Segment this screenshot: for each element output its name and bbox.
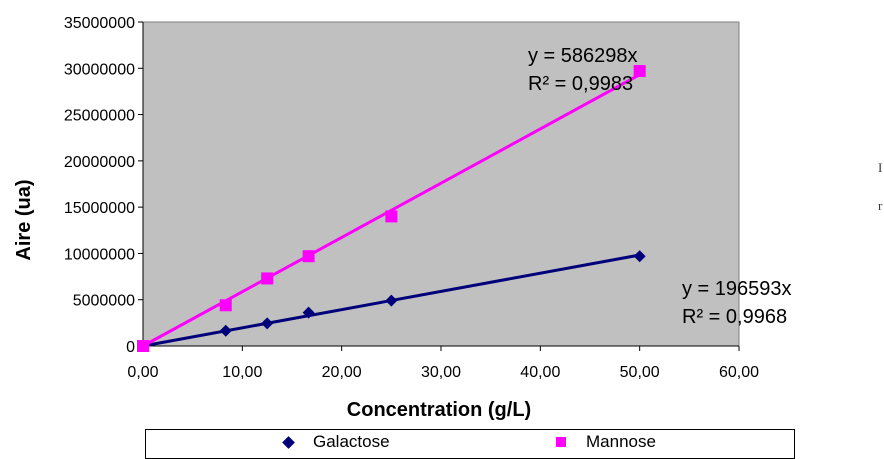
legend: Galactose Mannose [145,429,795,459]
x-tick-label: 10,00 [222,364,262,381]
legend-item-mannose: Mannose [556,432,656,452]
data-point-galactose [633,250,646,263]
y-tick-label: 30000000 [64,61,135,78]
data-point-galactose [385,294,398,307]
y-tick-label: 15000000 [64,200,135,217]
x-tick-label: 20,00 [322,364,362,381]
y-axis-title: Aire (ua) [13,179,35,260]
galactose-equation: y = 196593x [682,278,792,300]
data-point-mannose [137,340,149,352]
diamond-marker-icon [282,435,295,449]
data-point-galactose [219,324,232,337]
x-tick-label: 40,00 [520,364,560,381]
legend-item-galactose: Galactose [282,432,390,452]
galactose-r2: R² = 0,9968 [682,306,787,328]
data-point-mannose [633,65,646,78]
y-tick-label: 10000000 [64,246,135,263]
legend-label-mannose: Mannose [586,432,656,451]
mannose-r2: R² = 0,9983 [528,73,633,95]
data-point-mannose [302,250,315,263]
data-point-galactose [261,317,274,330]
mannose-equation: y = 586298x [528,45,638,67]
y-axis: 0 5000000 10000000 15000000 20000000 25000000… [64,15,144,356]
y-tick-label: 5000000 [73,293,135,310]
y-tick-label: 20000000 [64,154,135,171]
series-layer [137,65,646,352]
side-text-fragment-2: r [878,198,883,213]
data-point-mannose [385,210,398,223]
y-tick-label: 35000000 [64,15,135,32]
y-tick-label: 0 [126,339,135,356]
x-axis-title: Concentration (g/L) [347,399,531,421]
x-tick-label: 50,00 [620,364,660,381]
legend-label-galactose: Galactose [313,432,390,451]
data-point-mannose [219,299,232,312]
data-point-galactose [302,306,315,319]
y-tick-label: 25000000 [64,108,135,125]
square-marker-icon [556,437,566,447]
data-point-mannose [261,272,274,285]
side-text-fragment-1: I [878,160,883,175]
x-tick-label: 30,00 [421,364,461,381]
x-axis: 0,00 10,00 20,00 30,00 40,00 50,00 60,00 [127,345,759,381]
x-tick-label: 0,00 [127,364,158,381]
x-tick-label: 60,00 [719,364,759,381]
